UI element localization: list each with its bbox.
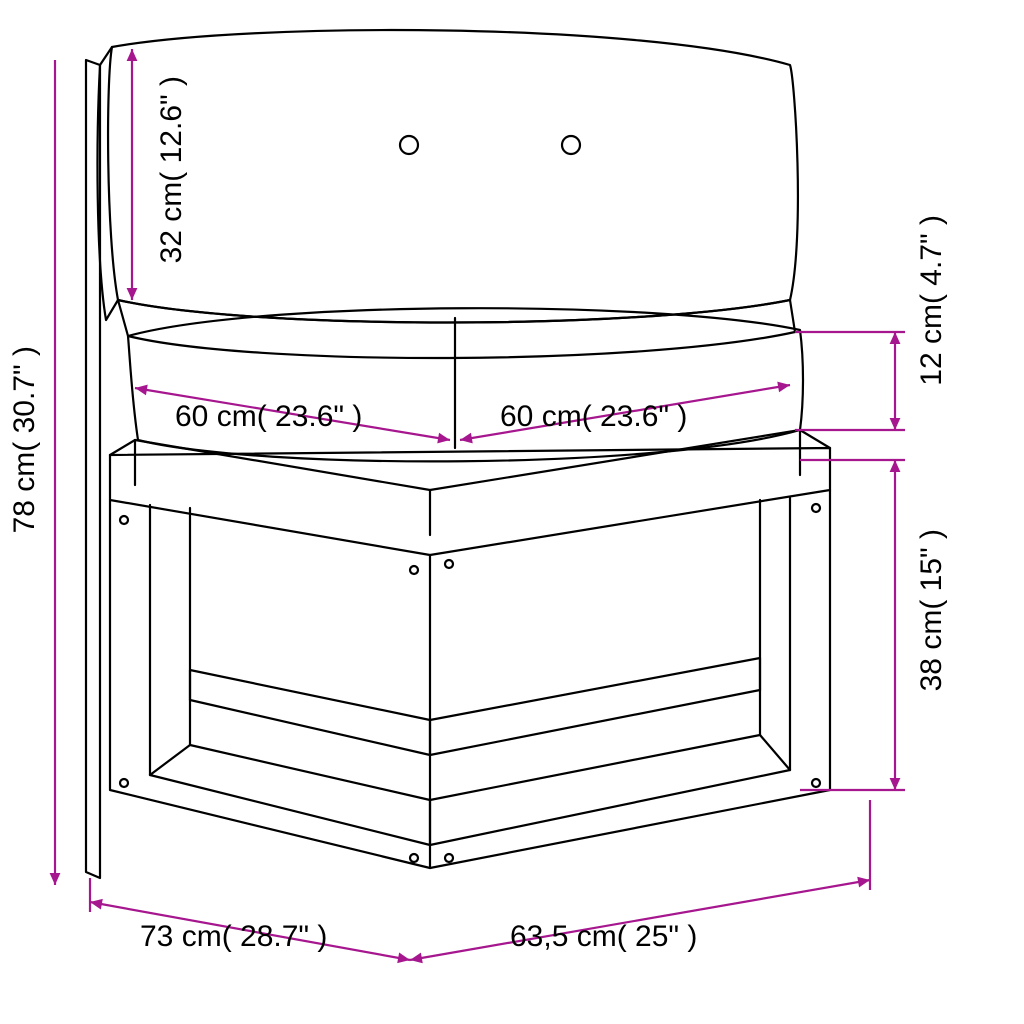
dim-overall_width-cm: 63,5 cm bbox=[510, 920, 617, 953]
dim-overall_depth: 73 cm( 28.7" ) bbox=[140, 920, 327, 953]
dim-overall_width: 63,5 cm( 25" ) bbox=[510, 920, 697, 953]
dim-seat_width-in: ( 23.6" ) bbox=[582, 400, 688, 433]
dim-overall_width-in: ( 25" ) bbox=[617, 920, 698, 953]
dim-back_cushion_h-in: ( 12.6" ) bbox=[155, 76, 188, 182]
dim-frame_seat_h: 38 cm( 15" ) bbox=[915, 529, 948, 691]
dim-cushion_thick-in: ( 4.7" ) bbox=[915, 215, 948, 304]
dim-cushion_thick: 12 cm( 4.7" ) bbox=[915, 215, 948, 386]
dim-overall_depth-cm: 73 cm bbox=[140, 920, 222, 953]
dim-seat_depth-in: ( 23.6" ) bbox=[257, 400, 363, 433]
dim-frame_seat_h-in: ( 15" ) bbox=[915, 529, 948, 610]
dim-back_cushion_h-cm: 32 cm bbox=[155, 182, 188, 264]
dim-back_cushion_h: 32 cm( 12.6" ) bbox=[155, 76, 188, 263]
dim-cushion_thick-cm: 12 cm bbox=[915, 304, 948, 386]
drawing-svg bbox=[0, 0, 1024, 1024]
dim-total_height: 78 cm( 30.7" ) bbox=[8, 346, 41, 533]
dimension-diagram: { "diagram": { "type": "technical-dimens… bbox=[0, 0, 1024, 1024]
dim-frame_seat_h-cm: 38 cm bbox=[915, 609, 948, 691]
dim-seat_depth: 60 cm( 23.6" ) bbox=[175, 400, 362, 433]
dim-seat_width: 60 cm( 23.6" ) bbox=[500, 400, 687, 433]
dim-total_height-in: ( 30.7" ) bbox=[8, 346, 41, 452]
dim-overall_depth-in: ( 28.7" ) bbox=[222, 920, 328, 953]
dim-seat_depth-cm: 60 cm bbox=[175, 400, 257, 433]
dim-total_height-cm: 78 cm bbox=[8, 452, 41, 534]
dim-seat_width-cm: 60 cm bbox=[500, 400, 582, 433]
